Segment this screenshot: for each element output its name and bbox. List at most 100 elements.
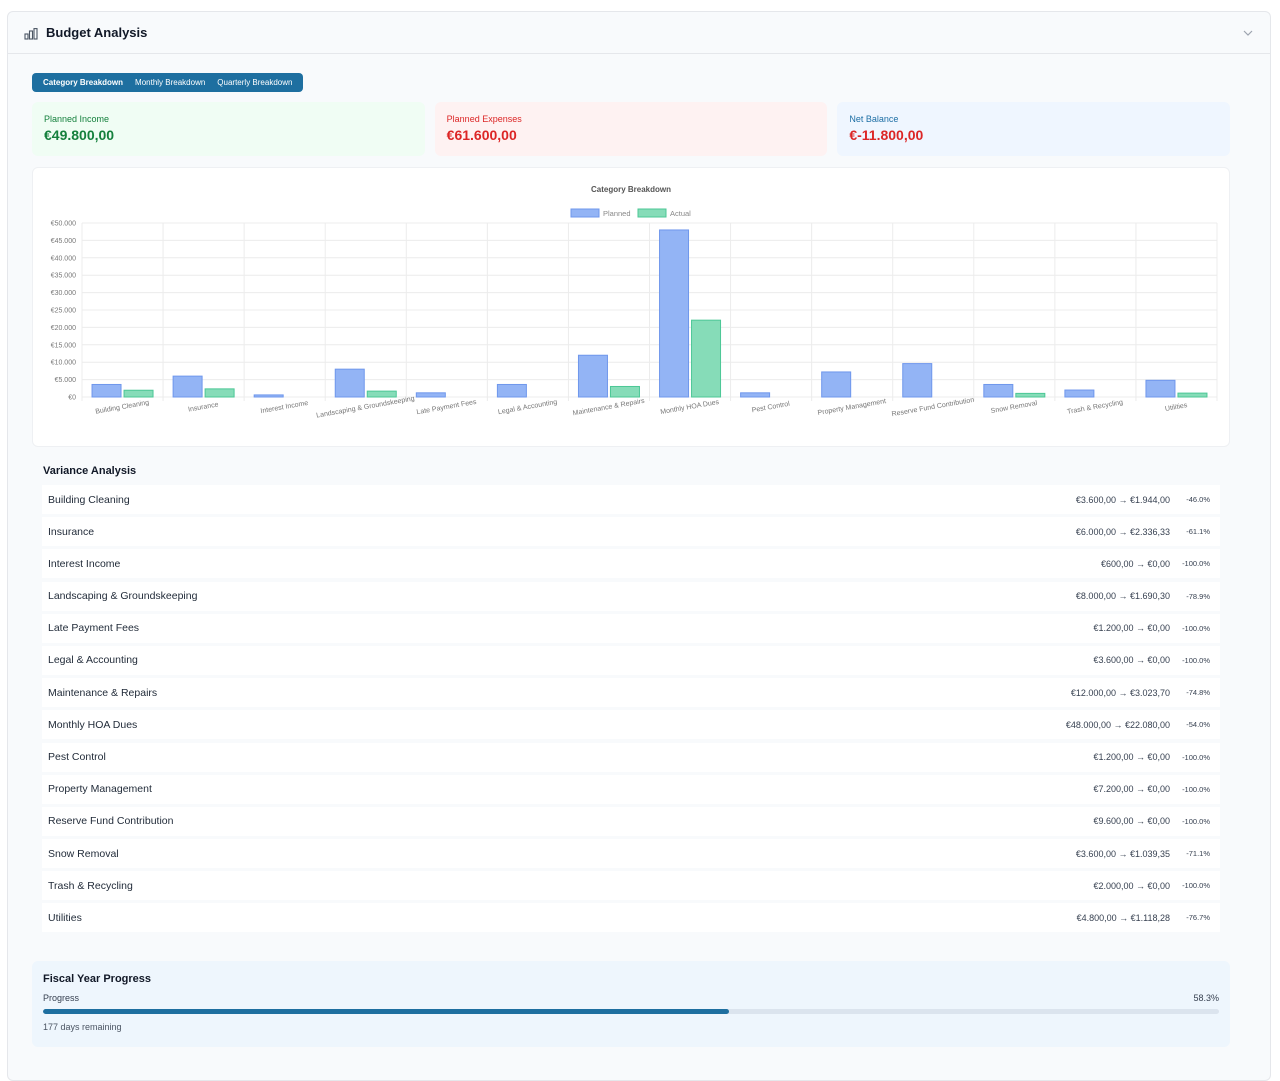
x-tick-label: Late Payment Fees bbox=[416, 399, 477, 417]
x-tick-label: Legal & Accounting bbox=[498, 399, 558, 416]
progress-row: Progress 58.3% bbox=[43, 993, 1219, 1003]
variance-percent: -100.0% bbox=[1182, 881, 1210, 891]
x-tick-label: Insurance bbox=[188, 401, 220, 413]
progress-fill bbox=[43, 1009, 729, 1014]
variance-row: Legal & Accounting €3.600,00 → €0,00 -100.… bbox=[42, 645, 1220, 675]
bar-planned bbox=[253, 394, 284, 398]
y-tick-label: €35.000 bbox=[51, 273, 76, 280]
variance-amount: €48.000,00 → €22.080,00 bbox=[1065, 719, 1170, 730]
x-tick-label: Snow Removal bbox=[990, 400, 1038, 415]
x-tick-label: Property Management bbox=[817, 398, 886, 417]
bar-actual bbox=[204, 388, 235, 398]
y-tick-label: €45.000 bbox=[51, 238, 76, 245]
variance-row: Insurance €6.000,00 → €2.336,33 -61.1% bbox=[42, 517, 1220, 547]
planned-income-value: €49.800,00 bbox=[44, 127, 115, 143]
y-tick-label: €30.000 bbox=[51, 290, 76, 297]
x-tick-label: Interest Income bbox=[260, 400, 309, 415]
variance-row: Snow Removal €3.600,00 → €1.039,35 -71.1% bbox=[42, 839, 1220, 869]
legend-label: Planned bbox=[603, 209, 631, 218]
fiscal-year-progress: Fiscal Year Progress Progress 58.3% 177 … bbox=[32, 961, 1230, 1047]
variance-list: Building Cleaning €3.600,00 → €1.944,00 -4… bbox=[32, 485, 1230, 933]
bar-planned bbox=[334, 368, 365, 398]
bar-actual bbox=[366, 390, 397, 398]
bar-planned bbox=[902, 363, 933, 398]
variance-percent: -100.0% bbox=[1182, 816, 1210, 826]
variance-row: Landscaping & Groundskeeping €8.000,00 → … bbox=[42, 581, 1220, 611]
bar-planned bbox=[983, 383, 1014, 398]
breakdown-tabs: Category Breakdown Monthly Breakdown Qua… bbox=[32, 73, 304, 92]
variance-category: Insurance bbox=[48, 525, 95, 538]
y-tick-label: €20.000 bbox=[51, 325, 76, 332]
variance-category: Trash & Recycling bbox=[48, 879, 133, 892]
variance-percent: -100.0% bbox=[1182, 559, 1210, 569]
variance-category: Building Cleaning bbox=[48, 493, 130, 506]
variance-amount: €3.600,00 → €0,00 bbox=[1093, 655, 1170, 666]
y-tick-label: €50.000 bbox=[51, 221, 76, 228]
variance-category: Reserve Fund Contribution bbox=[48, 815, 174, 828]
variance-category: Interest Income bbox=[48, 557, 121, 570]
variance-row: Utilities €4.800,00 → €1.118,28 -76.7% bbox=[42, 903, 1220, 933]
tab-monthly-breakdown[interactable]: Monthly Breakdown bbox=[135, 78, 206, 87]
variance-row: Late Payment Fees €1.200,00 → €0,00 -100.0… bbox=[42, 613, 1220, 643]
planned-expenses-value: €61.600,00 bbox=[446, 127, 517, 143]
variance-percent: -100.0% bbox=[1182, 623, 1210, 633]
planned-expenses-label: Planned Expenses bbox=[446, 114, 522, 124]
x-tick-label: Landscaping & Groundskeeping bbox=[316, 395, 415, 419]
tab-category-breakdown[interactable]: Category Breakdown bbox=[43, 78, 124, 87]
y-tick-label: €5.000 bbox=[55, 377, 77, 384]
variance-amount: €12.000,00 → €3.023,70 bbox=[1070, 687, 1170, 698]
variance-percent: -78.9% bbox=[1186, 591, 1210, 601]
variance-amount: €6.000,00 → €2.336,33 bbox=[1075, 526, 1170, 537]
variance-percent: -100.0% bbox=[1182, 784, 1210, 794]
x-tick-label: Pest Control bbox=[751, 401, 791, 415]
summary-cards: Planned Income €49.800,00 Planned Expens… bbox=[32, 102, 1231, 156]
progress-track bbox=[43, 1009, 1219, 1014]
variance-category: Landscaping & Groundskeeping bbox=[48, 590, 198, 603]
chart-title: Category Breakdown bbox=[591, 185, 671, 194]
x-tick-label: Maintenance & Repairs bbox=[572, 398, 645, 418]
fiscal-title: Fiscal Year Progress bbox=[43, 973, 152, 985]
legend-swatch bbox=[570, 208, 600, 218]
y-tick-label: €15.000 bbox=[51, 342, 76, 349]
variance-amount: €8.000,00 → €1.690,30 bbox=[1075, 591, 1170, 602]
variance-category: Legal & Accounting bbox=[48, 654, 138, 667]
progress-label: Progress bbox=[43, 993, 80, 1003]
bar-chart-icon bbox=[24, 26, 38, 40]
net-balance-value: €-11.800,00 bbox=[849, 127, 924, 143]
variance-row: Reserve Fund Contribution €9.600,00 → €0,… bbox=[42, 806, 1220, 836]
variance-amount: €3.600,00 → €1.039,35 bbox=[1075, 848, 1170, 859]
bar-planned bbox=[659, 229, 690, 398]
panel-header[interactable]: Budget Analysis bbox=[8, 12, 1270, 54]
variance-percent: -100.0% bbox=[1182, 655, 1210, 665]
variance-category: Maintenance & Repairs bbox=[48, 686, 158, 699]
variance-percent: -61.1% bbox=[1186, 527, 1210, 537]
category-breakdown-chart: Category Breakdown Planned Actual €50.000 €4… bbox=[32, 167, 1230, 447]
chevron-down-icon[interactable] bbox=[1242, 27, 1254, 39]
bar-actual bbox=[609, 385, 640, 398]
variance-analysis: Variance Analysis Building Cleaning €3.60… bbox=[32, 465, 1230, 936]
bar-planned bbox=[172, 375, 203, 398]
variance-percent: -54.0% bbox=[1186, 720, 1210, 730]
bar-planned bbox=[577, 354, 608, 398]
variance-amount: €600,00 → €0,00 bbox=[1100, 558, 1170, 569]
planned-expenses-card: Planned Expenses €61.600,00 bbox=[434, 102, 828, 156]
legend-swatch bbox=[637, 208, 667, 218]
variance-percent: -46.0% bbox=[1186, 495, 1210, 504]
variance-percent: -100.0% bbox=[1182, 752, 1210, 762]
x-tick-label: Building Cleaning bbox=[95, 399, 150, 415]
variance-amount: €1.200,00 → €0,00 bbox=[1093, 752, 1170, 762]
variance-percent: -74.8% bbox=[1186, 688, 1210, 698]
tab-quarterly-breakdown[interactable]: Quarterly Breakdown bbox=[217, 78, 293, 87]
planned-income-label: Planned Income bbox=[44, 114, 110, 124]
y-tick-label: €40.000 bbox=[51, 255, 76, 262]
variance-percent: -76.7% bbox=[1186, 913, 1210, 923]
bar-actual bbox=[123, 389, 154, 398]
variance-amount: €3.600,00 → €1.944,00 bbox=[1075, 494, 1170, 505]
x-tick-label: Monthly HOA Dues bbox=[660, 399, 720, 416]
variance-category: Monthly HOA Dues bbox=[48, 718, 138, 731]
variance-category: Property Management bbox=[48, 783, 152, 796]
variance-row: Pest Control €1.200,00 → €0,00 -100.0% bbox=[42, 742, 1220, 772]
variance-amount: €4.800,00 → €1.118,28 bbox=[1076, 912, 1170, 923]
variance-row: Property Management €7.200,00 → €0,00 -100… bbox=[42, 774, 1220, 804]
bar-actual bbox=[691, 319, 722, 398]
